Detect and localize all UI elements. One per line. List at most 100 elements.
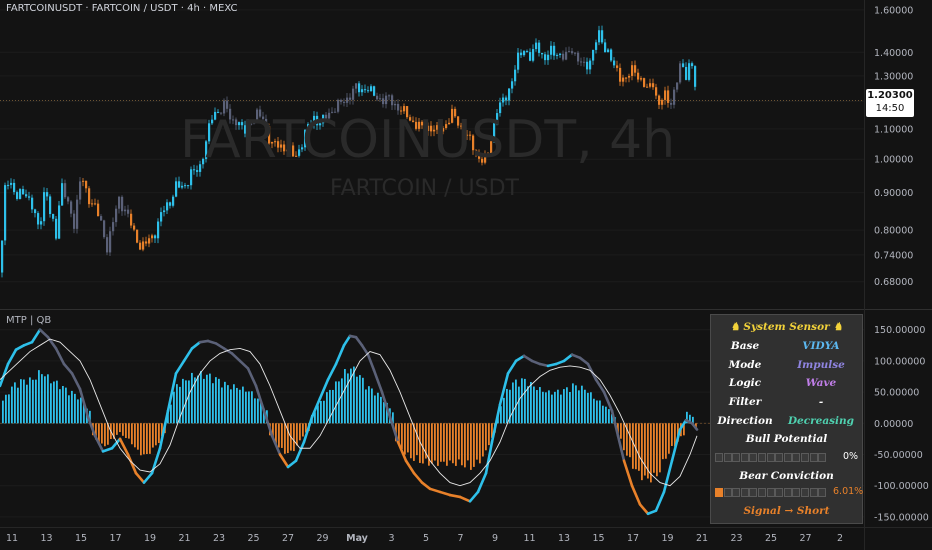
main-line-segment [198, 339, 210, 344]
gauge-cell [818, 488, 827, 497]
candle-body [673, 89, 676, 105]
candle-body [16, 192, 19, 199]
histogram-bar [392, 412, 394, 424]
candle-body [655, 87, 658, 96]
candle-body [139, 242, 142, 250]
main-line-segment [334, 344, 346, 366]
candle-body [46, 192, 49, 197]
main-line-segment [302, 415, 314, 444]
main-line-segment [654, 490, 666, 512]
candle-body [652, 83, 655, 88]
histogram-bar [398, 423, 400, 445]
histogram-bar [677, 423, 679, 442]
main-line-segment [530, 359, 542, 366]
candle-body [229, 108, 232, 120]
candle-body [28, 196, 31, 198]
candle-body [502, 97, 505, 103]
candle-body [328, 112, 331, 119]
histogram-bar [173, 391, 175, 424]
candle-body [394, 103, 397, 106]
candle-body [367, 90, 370, 92]
candle-body [232, 119, 235, 121]
main-line-segment [594, 378, 606, 394]
x-tick-label: 17 [627, 533, 639, 544]
gauge-cell [766, 453, 775, 462]
main-line-segment [490, 403, 502, 444]
candle-body [529, 52, 532, 61]
candle-body [436, 125, 439, 130]
histogram-bar [521, 378, 523, 424]
main-line-segment [468, 490, 480, 503]
candle-body [253, 122, 256, 124]
signal-text: Signal → Short [743, 505, 830, 517]
candle-body [34, 209, 37, 214]
histogram-bar [242, 386, 244, 424]
histogram-bar [287, 423, 289, 454]
candle-body [283, 144, 286, 152]
candle-body [676, 82, 679, 90]
candle-body [487, 154, 490, 156]
bull-potential-title: Bull Potential [745, 433, 828, 445]
histogram-bar [122, 423, 124, 436]
candle-body [262, 116, 265, 119]
panel-value: Impulse [797, 359, 845, 371]
candle-body [316, 115, 319, 126]
signal-line [0, 338, 698, 487]
histogram-bar [230, 389, 232, 424]
candle-body [52, 214, 55, 219]
candle-body [361, 89, 364, 93]
candle-body [286, 149, 289, 152]
candle-body [658, 95, 661, 105]
histogram-bar [44, 376, 46, 424]
candle-body [154, 235, 157, 239]
main-line-segment [270, 434, 282, 456]
histogram-bar [206, 374, 208, 424]
candle-body [610, 49, 613, 61]
histogram-bar [35, 379, 37, 424]
panel-value: Wave [805, 377, 837, 389]
histogram-bar [83, 403, 85, 424]
histogram-bar [431, 423, 433, 464]
histogram-bar [32, 379, 34, 424]
candle-body [526, 51, 529, 53]
main-line-segment [638, 503, 650, 516]
candle-body [547, 54, 550, 61]
x-tick-label: 25 [247, 533, 259, 544]
x-tick-label: 15 [75, 533, 87, 544]
histogram-bar [104, 423, 106, 447]
candle-body [625, 77, 628, 79]
indicator-label[interactable]: MTP | QB [6, 315, 52, 326]
candle-body [214, 111, 217, 120]
histogram-bar [233, 384, 235, 424]
candle-body [418, 121, 421, 129]
histogram-bar [437, 423, 439, 466]
main-line-segment [360, 344, 370, 356]
x-tick-label: 19 [661, 533, 673, 544]
candle-body [544, 54, 547, 61]
histogram-bar [26, 384, 28, 424]
candle-body [523, 51, 526, 56]
main-line-segment [238, 359, 250, 370]
histogram-bar [500, 406, 502, 424]
histogram-bar [281, 423, 283, 448]
histogram-bar [23, 379, 25, 424]
candle-body [103, 220, 106, 238]
gauge-cell [758, 453, 766, 462]
candle-body [109, 231, 112, 253]
price-tick-label: 0.90000 [874, 188, 913, 199]
main-line-segment [630, 484, 642, 506]
candle-body [415, 121, 418, 129]
main-line-segment [134, 471, 146, 484]
histogram-bar [446, 423, 448, 466]
candle-body [589, 60, 592, 70]
candle-body [643, 78, 646, 87]
main-line-segment [214, 342, 226, 350]
candle-body [79, 181, 82, 200]
candle-body [331, 111, 334, 113]
histogram-bar [476, 423, 478, 460]
histogram-bar [332, 389, 334, 424]
candle-body [259, 109, 262, 117]
histogram-bar [665, 423, 667, 459]
candle-body [160, 212, 163, 222]
